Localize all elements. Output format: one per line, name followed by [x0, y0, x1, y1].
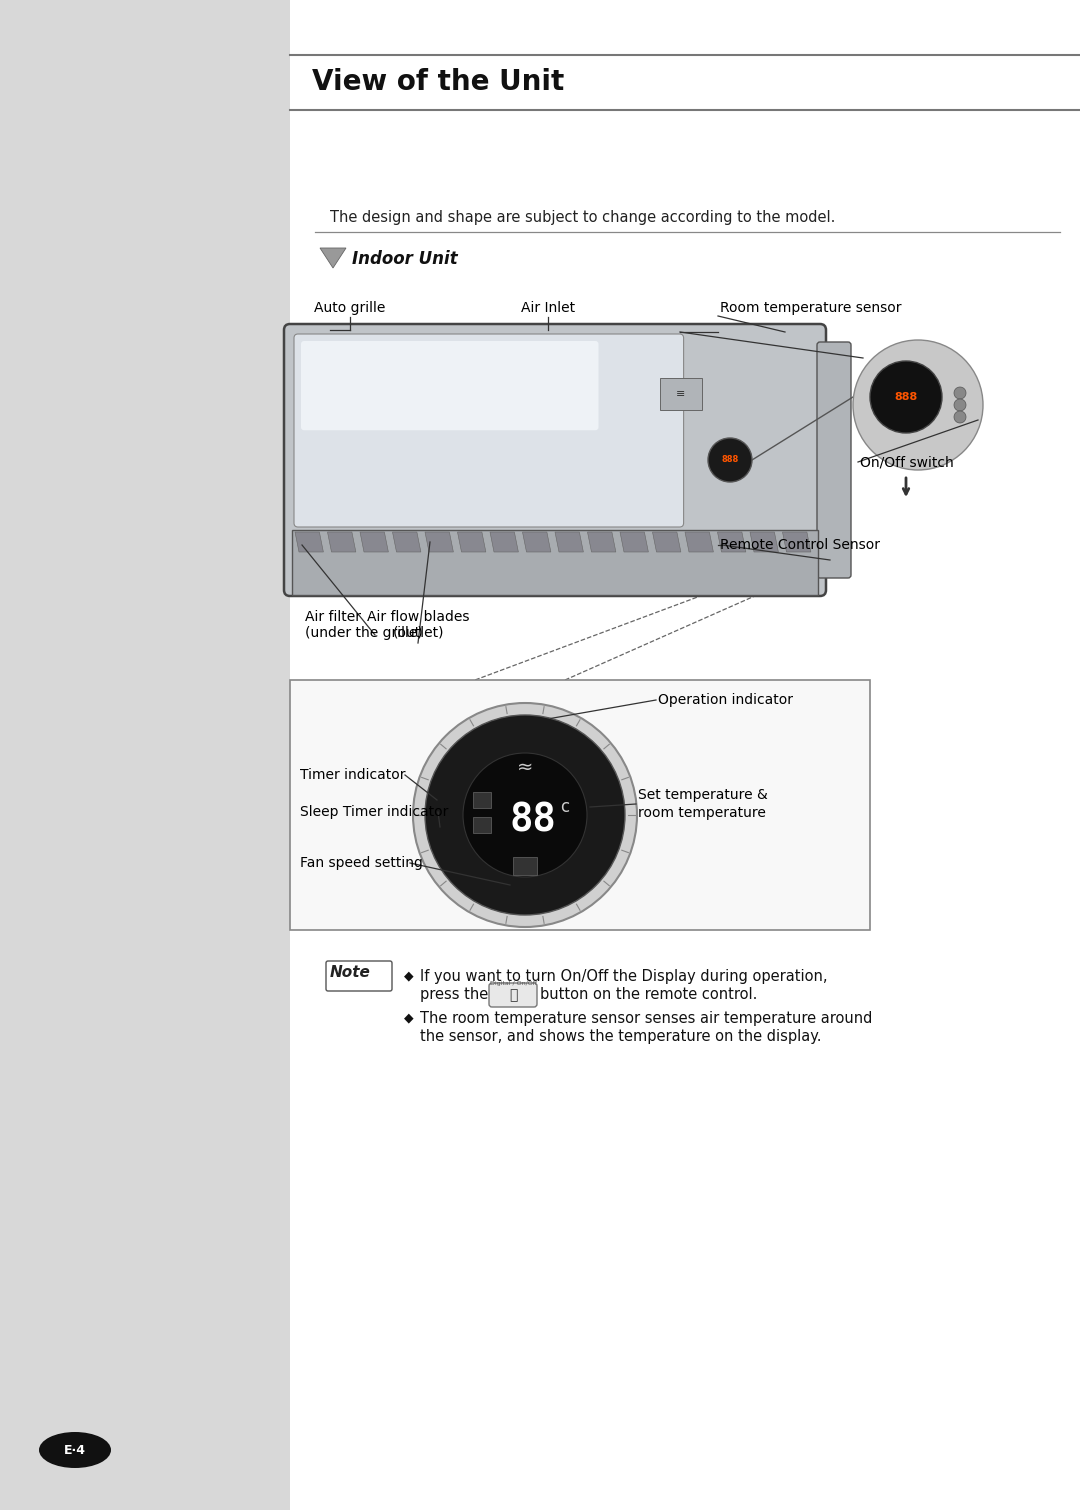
Polygon shape [360, 532, 389, 553]
Text: (under the grille): (under the grille) [305, 627, 422, 640]
Bar [473, 793, 491, 808]
Text: ≈: ≈ [517, 758, 534, 776]
Text: The room temperature sensor senses air temperature around: The room temperature sensor senses air t… [420, 1012, 873, 1025]
Bar [660, 378, 702, 411]
FancyBboxPatch shape [294, 334, 684, 527]
Bar [473, 817, 491, 834]
Circle shape [954, 387, 966, 399]
Bar [292, 530, 818, 595]
Circle shape [413, 704, 637, 927]
Text: Note: Note [330, 965, 370, 980]
Circle shape [708, 438, 752, 482]
Ellipse shape [39, 1431, 111, 1468]
FancyBboxPatch shape [284, 325, 826, 596]
Polygon shape [458, 532, 486, 553]
Text: Operation indicator: Operation indicator [658, 693, 793, 707]
Bar [291, 680, 870, 930]
Polygon shape [523, 532, 551, 553]
Text: Auto grille: Auto grille [314, 300, 386, 316]
Text: Air flow blades: Air flow blades [367, 610, 469, 624]
Bar [291, 54, 1080, 110]
Circle shape [954, 411, 966, 423]
Polygon shape [620, 532, 648, 553]
Text: 888: 888 [721, 456, 739, 465]
Polygon shape [320, 248, 346, 267]
Text: ◆: ◆ [404, 969, 414, 982]
FancyBboxPatch shape [816, 341, 851, 578]
Text: On/Off switch: On/Off switch [860, 455, 954, 470]
Text: Sleep Timer indicator: Sleep Timer indicator [300, 805, 448, 818]
Circle shape [870, 361, 942, 433]
Text: Remote Control Sensor: Remote Control Sensor [720, 538, 880, 553]
Text: Set temperature &: Set temperature & [638, 788, 768, 802]
Circle shape [463, 753, 588, 877]
Text: View of the Unit: View of the Unit [312, 68, 564, 97]
Text: Indoor Unit: Indoor Unit [352, 251, 458, 267]
Bar [291, 0, 1080, 1510]
Polygon shape [783, 532, 811, 553]
Polygon shape [295, 532, 323, 553]
Polygon shape [750, 532, 779, 553]
Text: press the: press the [420, 988, 488, 1003]
Text: Timer indicator: Timer indicator [300, 769, 405, 782]
Text: ⌒: ⌒ [509, 988, 517, 1003]
Text: The design and shape are subject to change according to the model.: The design and shape are subject to chan… [330, 210, 835, 225]
Text: Air Inlet: Air Inlet [521, 300, 575, 316]
Text: the sensor, and shows the temperature on the display.: the sensor, and shows the temperature on… [420, 1028, 822, 1043]
Text: (outlet): (outlet) [392, 627, 444, 640]
Polygon shape [490, 532, 518, 553]
Polygon shape [685, 532, 714, 553]
Text: ◆: ◆ [404, 1012, 414, 1024]
Text: Air filter: Air filter [305, 610, 361, 624]
Polygon shape [652, 532, 680, 553]
Polygon shape [327, 532, 356, 553]
Text: E·4: E·4 [64, 1444, 86, 1457]
Circle shape [426, 716, 625, 915]
Polygon shape [588, 532, 616, 553]
Polygon shape [426, 532, 454, 553]
Text: Digital / On/Off: Digital / On/Off [489, 982, 537, 986]
Text: c: c [561, 797, 569, 815]
Circle shape [853, 340, 983, 470]
Text: room temperature: room temperature [638, 806, 766, 820]
Text: ≡: ≡ [676, 390, 686, 399]
FancyBboxPatch shape [489, 983, 537, 1007]
Text: 88: 88 [510, 800, 556, 840]
Bar [513, 858, 537, 874]
Text: 888: 888 [894, 393, 918, 402]
Polygon shape [555, 532, 583, 553]
Bar [0, 0, 291, 1510]
Text: Fan speed setting: Fan speed setting [300, 856, 423, 870]
Text: button on the remote control.: button on the remote control. [540, 988, 757, 1003]
FancyBboxPatch shape [301, 341, 598, 430]
Polygon shape [392, 532, 421, 553]
Text: Room temperature sensor: Room temperature sensor [720, 300, 902, 316]
Circle shape [954, 399, 966, 411]
Text: If you want to turn On/Off the Display during operation,: If you want to turn On/Off the Display d… [420, 969, 827, 985]
Polygon shape [717, 532, 746, 553]
